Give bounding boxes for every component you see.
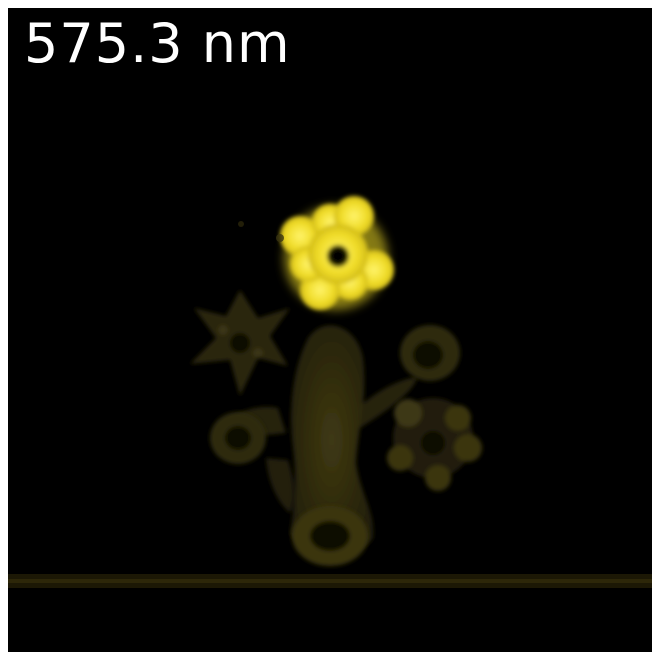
dim-flower-right: [387, 398, 482, 491]
dim-stem-structure: [218, 325, 418, 555]
upper-right-ring: [400, 325, 460, 381]
bottom-ring: [292, 506, 368, 566]
substrate-highlight: [8, 579, 652, 583]
bright-flower: [238, 196, 394, 310]
left-ring: [210, 412, 266, 464]
wavelength-label: 575.3 nm: [24, 12, 291, 75]
flower-sculpture-scene: [8, 196, 652, 588]
dim-star-left: [190, 290, 290, 396]
microscopy-panel: 575.3 nm: [8, 8, 652, 652]
